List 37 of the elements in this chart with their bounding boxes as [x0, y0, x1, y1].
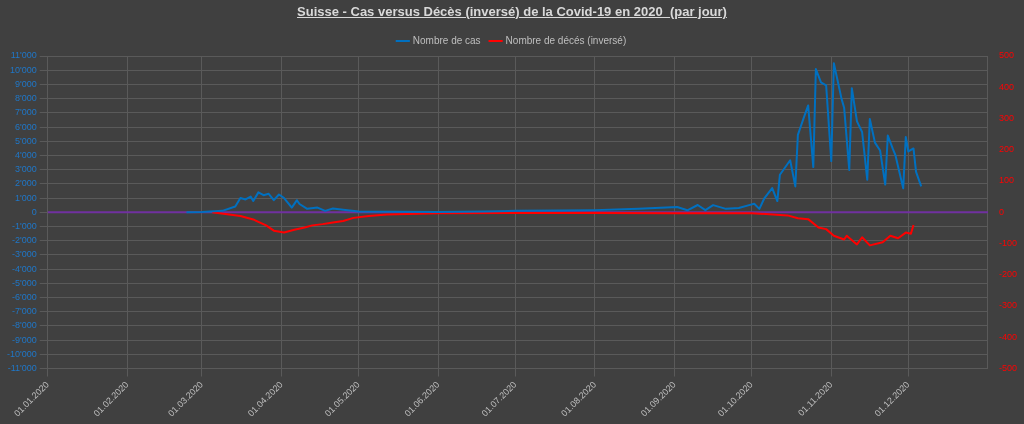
y2-tick-label: 200: [998, 144, 1015, 155]
y-tick-label: -1'000: [11, 220, 37, 231]
y-tick-label: 10'000: [9, 64, 37, 75]
y-tick-label: -2'000: [11, 235, 37, 246]
y2-tick-label: 0: [998, 206, 1004, 217]
y-tick-label: -9'000: [11, 334, 37, 345]
y-tick-label: -6'000: [11, 291, 37, 302]
y-tick-label: 7'000: [14, 107, 37, 118]
y-tick-label: 2'000: [14, 178, 37, 189]
y-tick-label: -7'000: [11, 306, 37, 317]
y2-tick-label: -400: [998, 331, 1017, 342]
y-tick-label: 8'000: [14, 93, 37, 104]
y2-tick-label: 500: [998, 50, 1015, 61]
legend-label: Nombre de cas: [412, 34, 481, 46]
y2-tick-label: -500: [998, 363, 1017, 373]
y-tick-label: -4'000: [11, 263, 37, 274]
y2-tick-label: 100: [998, 175, 1015, 186]
y-tick-label: -8'000: [11, 320, 37, 331]
y-tick-label: -3'000: [11, 249, 37, 260]
y-tick-label: 9'000: [14, 78, 37, 89]
y2-tick-label: 300: [998, 112, 1015, 123]
y2-tick-label: -200: [998, 269, 1017, 280]
y-tick-label: 1'000: [14, 192, 37, 203]
y2-tick-label: -100: [998, 237, 1017, 248]
legend-label: Nombre de décés (inversé): [505, 34, 627, 46]
y-tick-label: -5'000: [11, 277, 37, 288]
y-tick-label: 6'000: [14, 121, 37, 132]
y-tick-label: 4'000: [14, 149, 37, 160]
y-tick-label: -11'000: [7, 363, 37, 373]
y-tick-label: 0: [31, 206, 37, 217]
y-tick-label: 11'000: [10, 50, 37, 61]
y-tick-label: 5'000: [14, 135, 37, 146]
y-tick-label: 3'000: [14, 164, 37, 175]
y2-tick-label: 400: [998, 81, 1015, 92]
y2-tick-label: -300: [998, 300, 1017, 311]
y-tick-label: -10'000: [6, 348, 37, 359]
chart-title: Suisse - Cas versus Décès (inversé) de la Covid-19 en 2020 (par jour): [296, 3, 728, 21]
